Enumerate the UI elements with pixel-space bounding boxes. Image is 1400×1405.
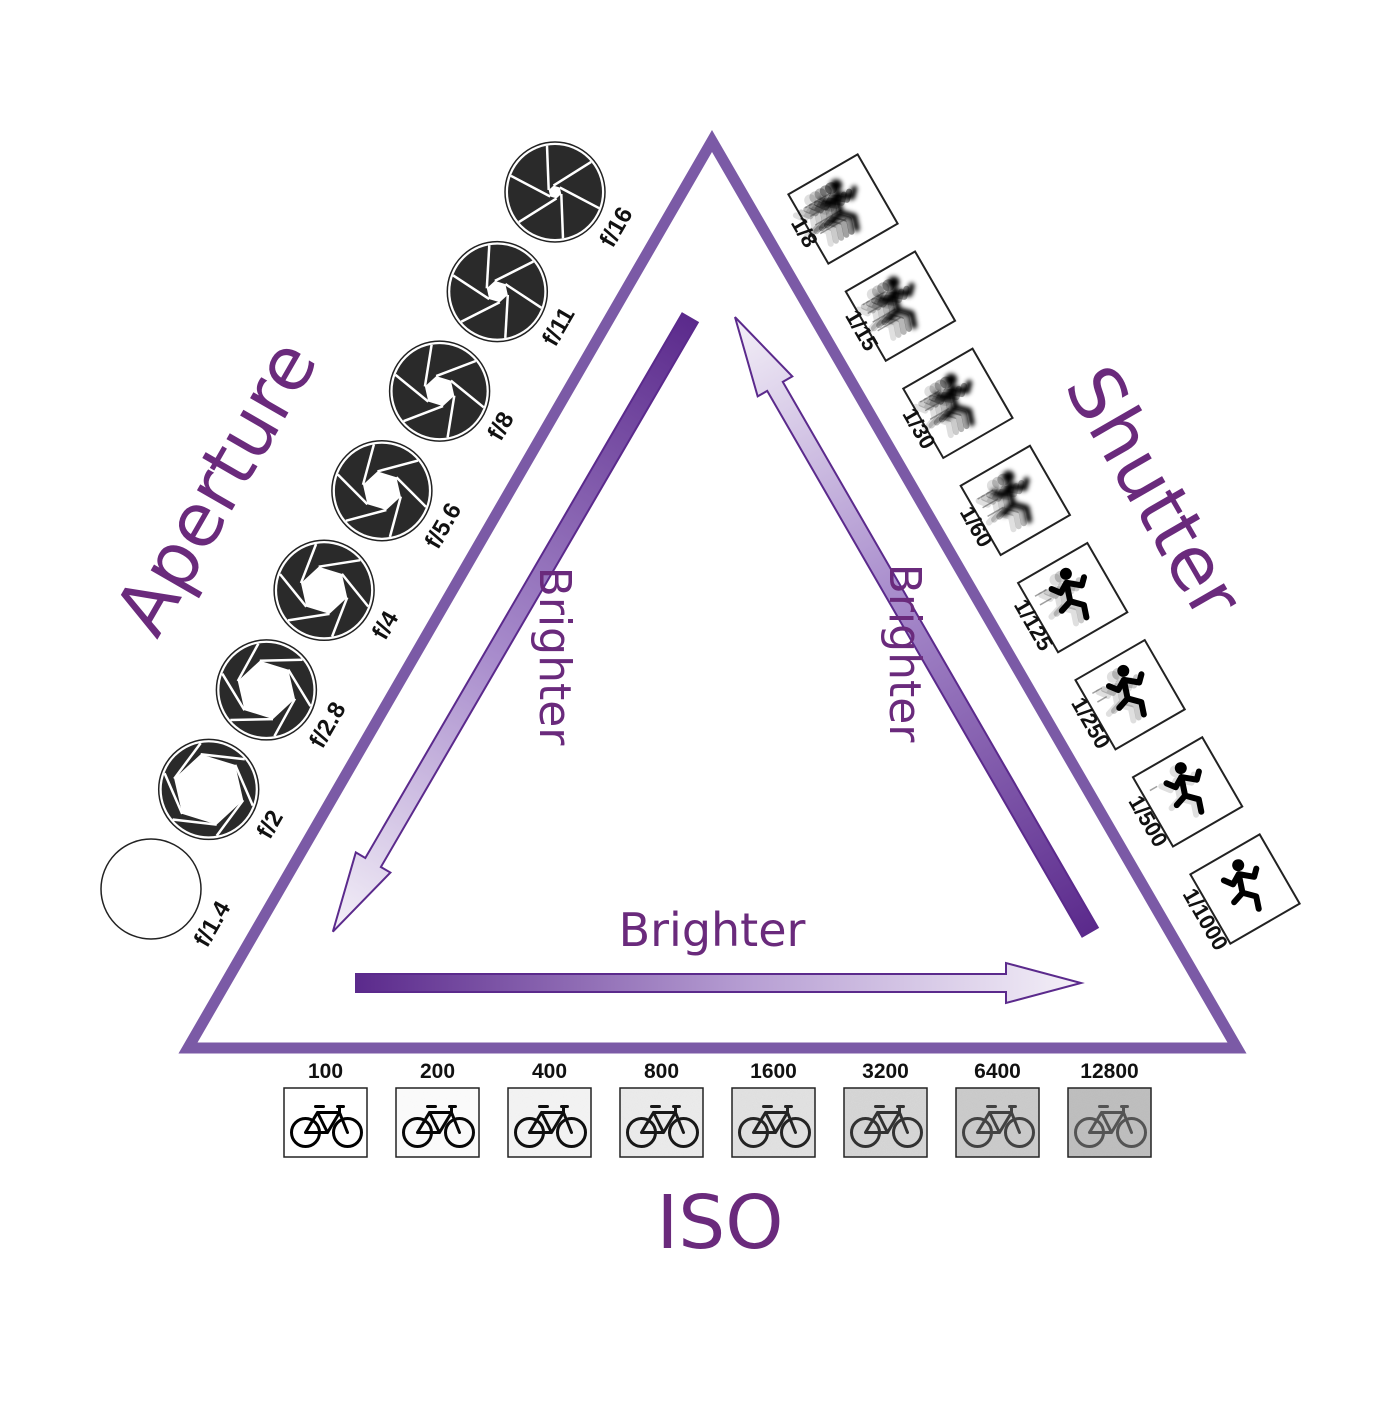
iso-tile (731, 1087, 816, 1158)
aperture-icon (273, 539, 375, 642)
shutter-tile (901, 347, 1014, 460)
shutter-tile (783, 152, 900, 266)
iso-scale: 100 200 400 800 1600 3200 6400 12800 (283, 1060, 1152, 1158)
shutter-tile (844, 250, 957, 363)
aperture-icon (504, 141, 606, 243)
iso-value-label: 200 (420, 1060, 455, 1083)
shutter-tile (1131, 735, 1244, 848)
shutter-tile (1074, 638, 1187, 751)
aperture-icon (215, 639, 318, 741)
shutter-tile (1188, 832, 1302, 946)
iso-tile (843, 1087, 928, 1158)
iso-value-label: 1600 (750, 1060, 797, 1083)
brighter-arrow-bottom (355, 961, 1085, 1005)
shutter-tile (959, 444, 1072, 557)
iso-value-label: 3200 (862, 1060, 909, 1083)
iso-value-label: 6400 (974, 1060, 1021, 1083)
iso-value-label: 100 (308, 1060, 343, 1083)
shutter-tile (1016, 541, 1129, 654)
arrow-label-bottom: Brighter (619, 903, 806, 957)
aperture-icon (446, 240, 549, 343)
iso-value-label: 800 (644, 1060, 679, 1083)
iso-value-label: 400 (532, 1060, 567, 1083)
aperture-stop-label: f/8 (482, 407, 519, 445)
iso-value-label: 12800 (1080, 1060, 1138, 1083)
iso-tile (283, 1087, 368, 1158)
aperture-stop-label: f/2 (252, 806, 289, 844)
iso-tile (955, 1087, 1040, 1158)
aperture-stop-label: f/4 (367, 606, 405, 644)
exposure-triangle-outline (178, 130, 1247, 1054)
aperture-icon (388, 340, 491, 442)
arrow-label-right: Brighter (879, 564, 930, 744)
aperture-icon (100, 838, 202, 940)
aperture-icon (331, 439, 433, 542)
iso-tile (395, 1087, 480, 1158)
brighter-arrow-left (331, 312, 700, 933)
aperture-icon (157, 738, 260, 841)
iso-tile (507, 1087, 592, 1158)
iso-tile (1067, 1087, 1152, 1158)
aperture-scale: f/1.4f/2f/2.8f/4f/5.6f/8f/11f/16 (100, 141, 639, 952)
iso-title: ISO (656, 1180, 783, 1266)
arrow-label-left: Brighter (529, 567, 580, 747)
iso-tile (619, 1087, 704, 1158)
brighter-arrow-right (734, 316, 1100, 938)
